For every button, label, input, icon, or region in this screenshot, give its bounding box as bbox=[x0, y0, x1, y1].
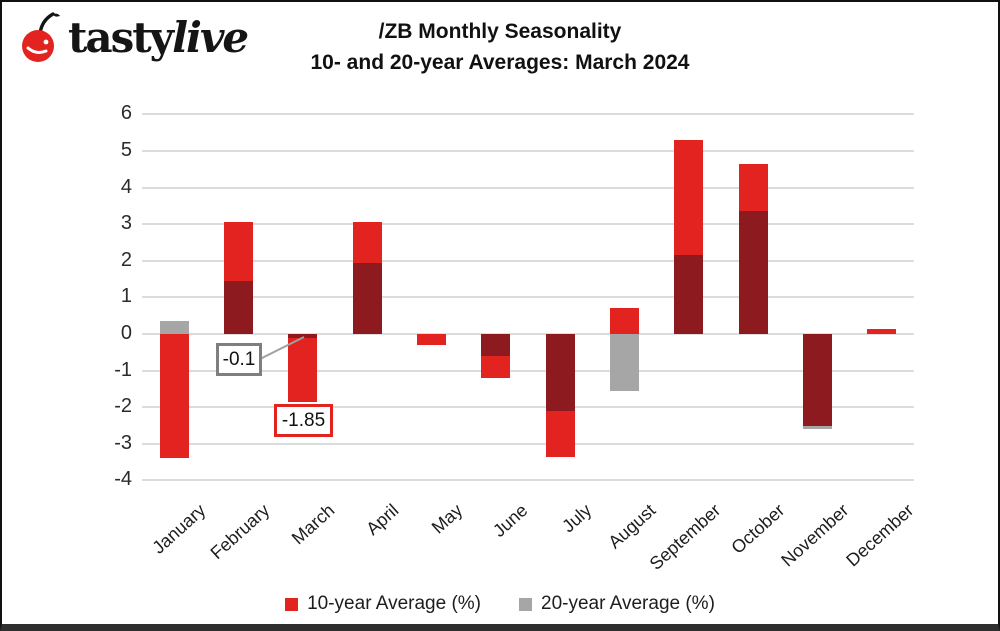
gridline bbox=[142, 186, 914, 189]
bar-segment-november bbox=[803, 425, 832, 430]
x-axis-label-may: May bbox=[428, 500, 467, 538]
x-axis-label-february: February bbox=[206, 500, 274, 564]
logo-wordmark: tastylive bbox=[68, 17, 249, 59]
bar-segment-october bbox=[738, 211, 768, 334]
callout-leader-line bbox=[259, 336, 305, 360]
y-axis-tick-label: -1 bbox=[114, 358, 132, 381]
y-axis-tick-label: 5 bbox=[120, 139, 132, 161]
bar-segment-july bbox=[545, 334, 575, 411]
legend-item-10yr: 10-year Average (%) bbox=[285, 593, 481, 615]
bar-segment-november bbox=[803, 334, 832, 426]
y-axis-tick-label: -2 bbox=[114, 395, 132, 418]
x-axis-label-march: March bbox=[287, 500, 339, 549]
bar-segment-february bbox=[224, 280, 253, 334]
x-axis-label-october: October bbox=[727, 500, 789, 558]
bar-segment-february bbox=[224, 222, 253, 281]
y-axis-tick-label: 1 bbox=[120, 285, 132, 308]
legend: 10-year Average (%) 20-year Average (%) bbox=[2, 593, 998, 615]
y-axis-tick-label: 6 bbox=[120, 102, 132, 125]
y-axis-tick-label: -4 bbox=[114, 468, 132, 491]
bar-segment-march bbox=[288, 334, 318, 338]
legend-item-20yr: 20-year Average (%) bbox=[519, 593, 715, 615]
gridline bbox=[142, 479, 914, 482]
bar-segment-september bbox=[674, 255, 704, 334]
bar-segment-october bbox=[738, 163, 768, 212]
annotation-10yr-march: -1.85 bbox=[274, 404, 333, 437]
bar-segment-january bbox=[159, 334, 189, 459]
x-axis-label-december: December bbox=[842, 500, 918, 571]
legend-swatch-gray bbox=[519, 597, 532, 611]
bar-segment-april bbox=[352, 262, 382, 334]
bar-segment-june bbox=[481, 334, 511, 356]
gridline bbox=[142, 223, 914, 226]
logo-word-regular: tasty bbox=[68, 13, 174, 62]
gridline bbox=[142, 333, 914, 335]
chart-title-line1: /ZB Monthly Seasonality bbox=[378, 20, 622, 43]
annotation-20yr-march-value: -0.1 bbox=[222, 348, 256, 370]
tastylive-logo: tastylive bbox=[20, 12, 249, 64]
y-axis-tick-label: 4 bbox=[120, 175, 132, 198]
gridline bbox=[142, 442, 914, 445]
gridline bbox=[142, 113, 914, 116]
bar-segment-july bbox=[545, 410, 575, 457]
y-axis-tick-label: 0 bbox=[120, 322, 132, 344]
bar-segment-august bbox=[610, 334, 639, 391]
annotation-20yr-march: -0.1 bbox=[216, 343, 262, 376]
bar-segment-march bbox=[288, 337, 318, 402]
x-axis-label-september: September bbox=[645, 500, 725, 574]
legend-label-20yr: 20-year Average (%) bbox=[541, 593, 715, 614]
x-axis-label-january: January bbox=[148, 500, 210, 558]
bar-segment-january bbox=[159, 321, 189, 334]
y-axis-tick-label: 3 bbox=[120, 212, 132, 235]
x-axis-label-august: August bbox=[604, 500, 660, 553]
chart-title-line2: 10- and 20-year Averages: March 2024 bbox=[310, 51, 690, 74]
y-axis-tick-label: -3 bbox=[114, 431, 132, 454]
bar-segment-june bbox=[481, 355, 511, 378]
bar-segment-september bbox=[674, 140, 704, 256]
gridline bbox=[142, 369, 914, 372]
bar-segment-august bbox=[610, 308, 639, 334]
bar-segment-december bbox=[867, 328, 897, 334]
legend-swatch-red bbox=[285, 597, 299, 611]
x-axis-label-july: July bbox=[558, 500, 596, 537]
x-axis-label-november: November bbox=[777, 500, 853, 571]
annotation-10yr-march-value: -1.85 bbox=[281, 409, 326, 431]
legend-label-10yr: 10-year Average (%) bbox=[307, 593, 481, 614]
cherry-icon bbox=[22, 12, 60, 62]
gridline bbox=[142, 406, 914, 409]
gridline bbox=[142, 296, 914, 299]
x-axis-label-june: June bbox=[488, 500, 532, 541]
gridline bbox=[142, 150, 914, 152]
bar-segment-april bbox=[352, 222, 382, 263]
y-axis-tick-label: 2 bbox=[120, 248, 132, 271]
gridline bbox=[142, 259, 914, 262]
chart-title: /ZB Monthly Seasonality 10- and 20-year … bbox=[2, 16, 998, 78]
logo-word-italic: live bbox=[172, 13, 249, 62]
x-axis-label-april: April bbox=[362, 500, 403, 539]
bar-segment-may bbox=[417, 334, 446, 345]
